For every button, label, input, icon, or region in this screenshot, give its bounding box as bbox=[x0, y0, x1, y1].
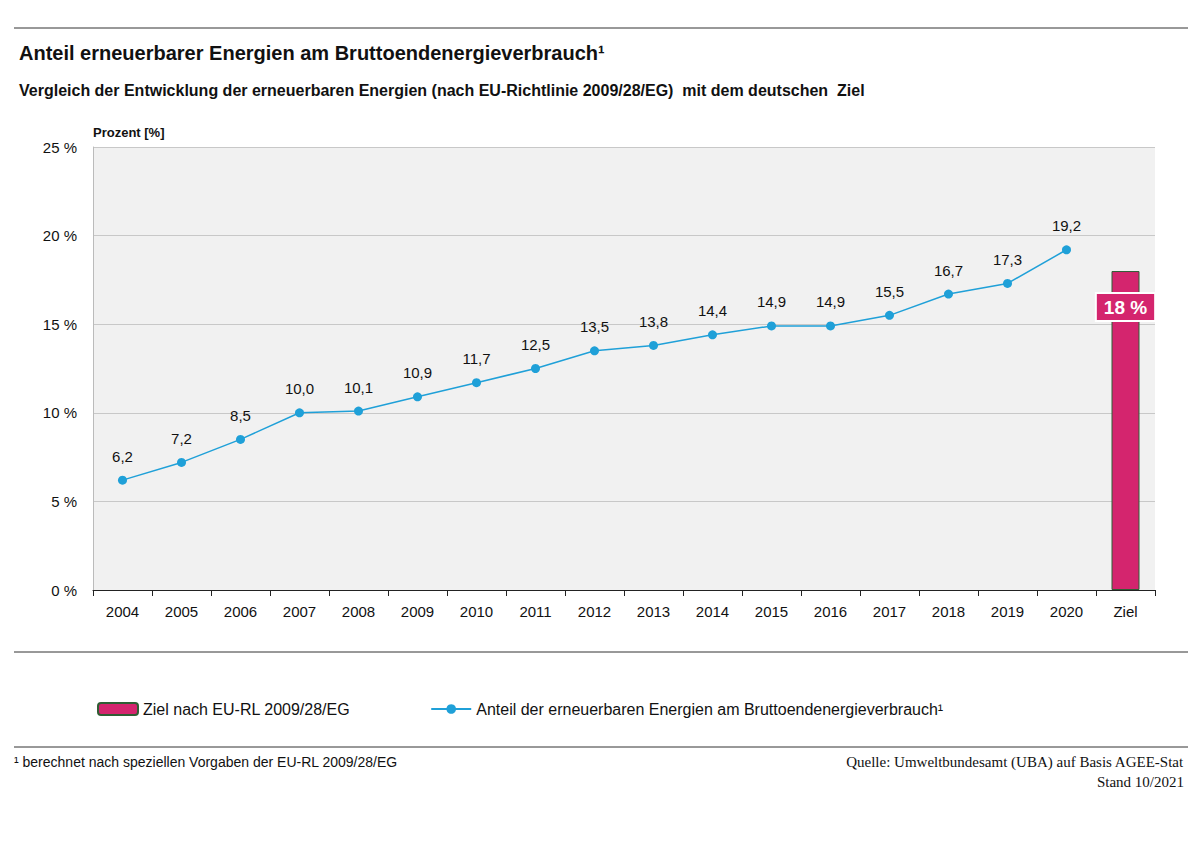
svg-text:2015: 2015 bbox=[755, 603, 788, 620]
svg-text:5 %: 5 % bbox=[51, 493, 77, 510]
svg-text:12,5: 12,5 bbox=[521, 336, 550, 353]
svg-text:2005: 2005 bbox=[165, 603, 198, 620]
svg-text:Ziel nach EU-RL 2009/28/EG: Ziel nach EU-RL 2009/28/EG bbox=[143, 701, 350, 718]
svg-text:11,7: 11,7 bbox=[462, 350, 490, 367]
svg-text:¹ berechnet nach speziellen Vo: ¹ berechnet nach speziellen Vorgaben der… bbox=[14, 754, 397, 770]
svg-text:Ziel: Ziel bbox=[1113, 603, 1137, 620]
svg-text:14,4: 14,4 bbox=[698, 302, 727, 319]
svg-text:Anteil erneuerbarer Energien a: Anteil erneuerbarer Energien am Bruttoen… bbox=[19, 42, 605, 64]
svg-text:2017: 2017 bbox=[873, 603, 906, 620]
svg-text:10,0: 10,0 bbox=[285, 380, 314, 397]
svg-text:2014: 2014 bbox=[696, 603, 729, 620]
svg-text:2008: 2008 bbox=[342, 603, 375, 620]
svg-text:20 %: 20 % bbox=[43, 227, 77, 244]
svg-text:2019: 2019 bbox=[991, 603, 1024, 620]
svg-text:Anteil der erneuerbaren Energi: Anteil der erneuerbaren Energien am Brut… bbox=[476, 701, 943, 718]
svg-text:2009: 2009 bbox=[401, 603, 434, 620]
svg-text:15 %: 15 % bbox=[43, 316, 77, 333]
svg-text:18 %: 18 % bbox=[1104, 297, 1147, 318]
svg-text:10 %: 10 % bbox=[43, 404, 77, 421]
svg-text:14,9: 14,9 bbox=[757, 293, 786, 310]
svg-text:13,5: 13,5 bbox=[580, 318, 609, 335]
svg-text:0 %: 0 % bbox=[51, 582, 77, 599]
svg-text:25 %: 25 % bbox=[43, 139, 77, 156]
svg-text:13,8: 13,8 bbox=[639, 313, 668, 330]
svg-text:16,7: 16,7 bbox=[934, 262, 963, 279]
svg-text:2004: 2004 bbox=[106, 603, 139, 620]
svg-text:19,2: 19,2 bbox=[1052, 217, 1081, 234]
svg-text:8,5: 8,5 bbox=[230, 407, 251, 424]
svg-text:2013: 2013 bbox=[637, 603, 670, 620]
svg-text:2016: 2016 bbox=[814, 603, 847, 620]
svg-text:7,2: 7,2 bbox=[171, 430, 192, 447]
svg-text:10,9: 10,9 bbox=[403, 364, 432, 381]
svg-text:Stand 10/2021: Stand 10/2021 bbox=[1097, 774, 1184, 790]
svg-text:2007: 2007 bbox=[283, 603, 316, 620]
svg-text:2011: 2011 bbox=[519, 603, 551, 620]
svg-text:Prozent [%]: Prozent [%] bbox=[93, 125, 165, 140]
svg-text:14,9: 14,9 bbox=[816, 293, 845, 310]
svg-text:Vergleich der Entwicklung der: Vergleich der Entwicklung der erneuerbar… bbox=[19, 82, 865, 99]
svg-text:10,1: 10,1 bbox=[344, 379, 373, 396]
svg-text:Quelle: Umweltbundesamt (UBA): Quelle: Umweltbundesamt (UBA) auf Basis … bbox=[846, 754, 1184, 771]
svg-text:2020: 2020 bbox=[1050, 603, 1083, 620]
svg-text:2012: 2012 bbox=[578, 603, 611, 620]
svg-text:6,2: 6,2 bbox=[112, 448, 133, 465]
svg-text:2010: 2010 bbox=[460, 603, 493, 620]
svg-text:2006: 2006 bbox=[224, 603, 257, 620]
svg-text:15,5: 15,5 bbox=[875, 283, 904, 300]
svg-text:2018: 2018 bbox=[932, 603, 965, 620]
svg-text:17,3: 17,3 bbox=[993, 251, 1022, 268]
